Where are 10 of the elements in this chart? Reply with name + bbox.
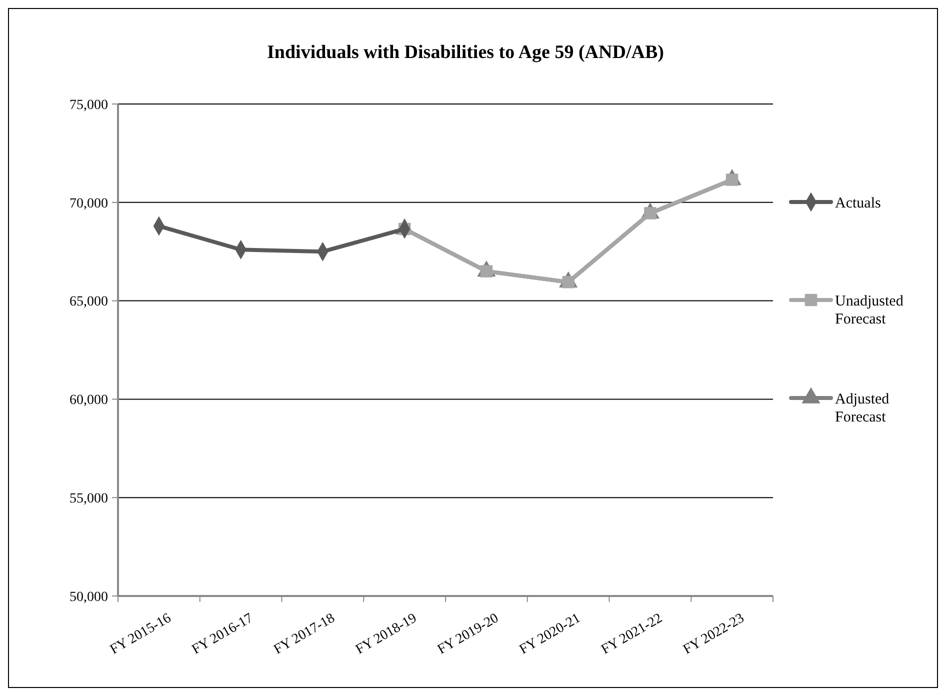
y-tick-label: 50,000 [70, 590, 108, 605]
y-tick-label: 65,000 [70, 294, 108, 310]
chart-title: Individuals with Disabilities to Age 59 (AND/AB) [267, 42, 664, 63]
y-tick-label: 60,000 [70, 393, 108, 408]
legend-label: Adjusted Forecast [835, 391, 890, 426]
y-tick-label: 55,000 [70, 492, 108, 506]
y-tick-label: 75,000 [70, 98, 108, 113]
legend-label: Unadjusted Forecast [835, 293, 904, 328]
legend-label: Actuals [835, 195, 881, 212]
y-tick-label: 70,000 [70, 196, 108, 212]
